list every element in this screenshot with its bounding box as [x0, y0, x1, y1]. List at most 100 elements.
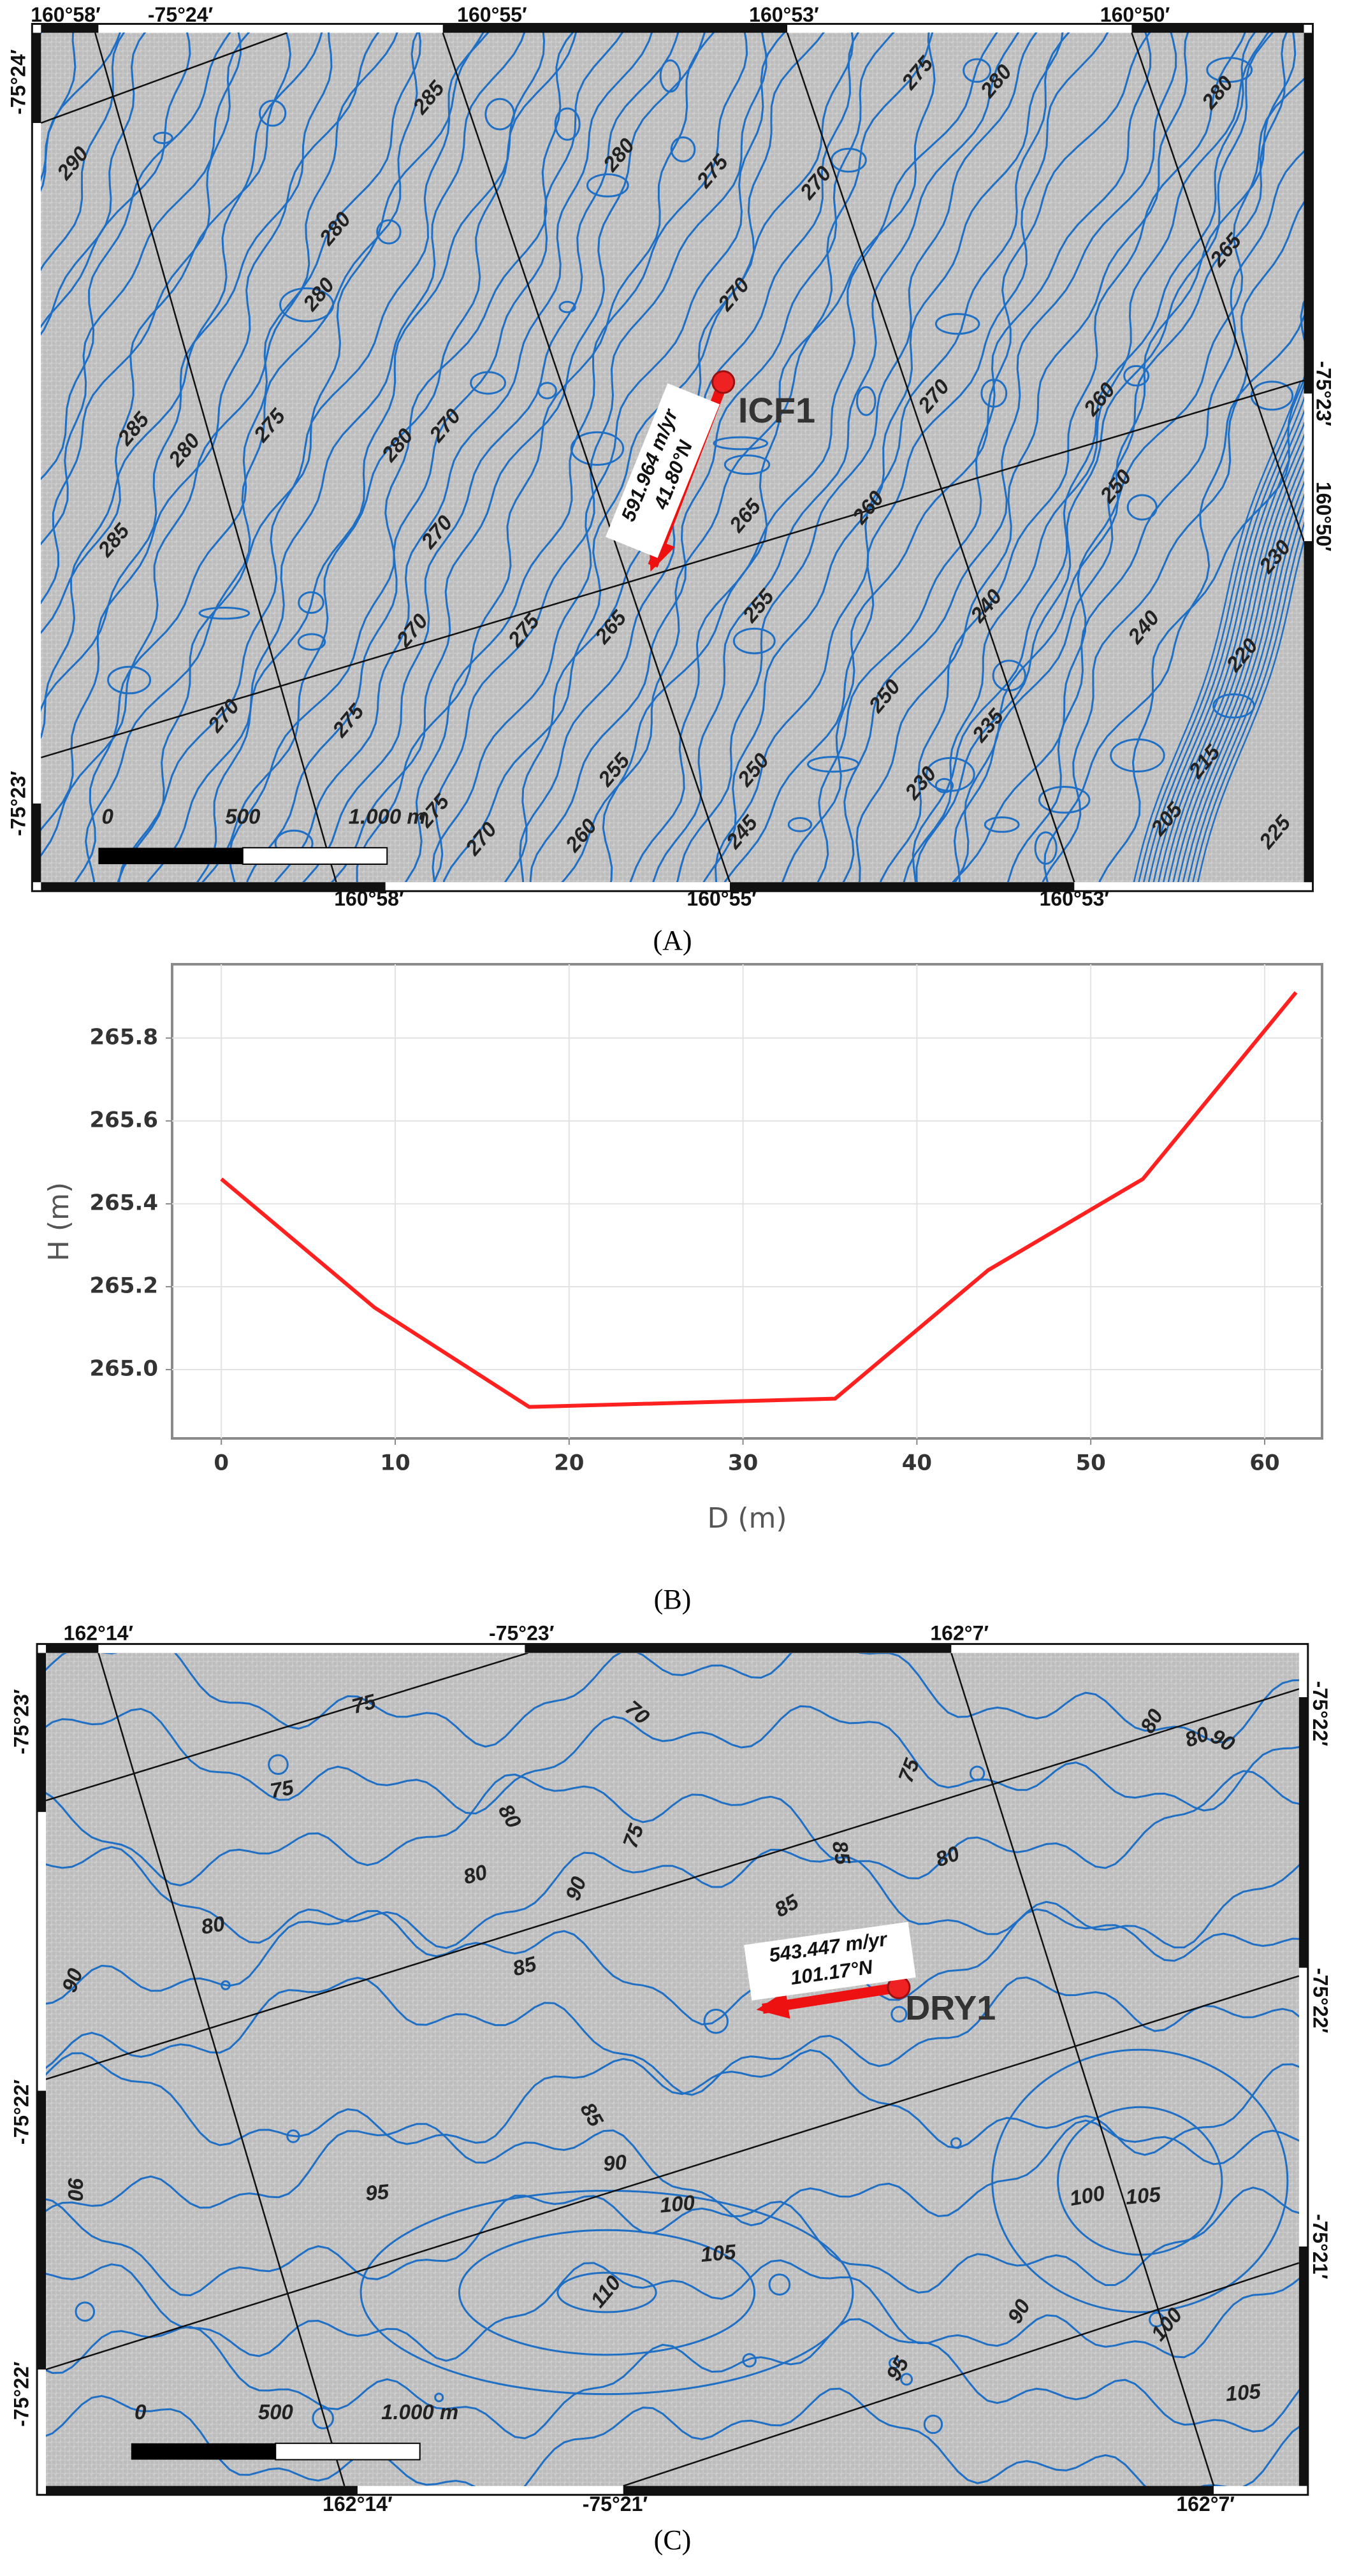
contour-line: [46, 1846, 1299, 1950]
contour-loop: [888, 2357, 901, 2370]
frame-bar: [46, 1644, 99, 1653]
contour-line: [147, 33, 526, 882]
map-edge-label: -75°24′: [148, 3, 214, 26]
frame-bar: [41, 24, 99, 33]
x-tick-label: 30: [728, 1451, 758, 1476]
contour-label: 105: [1124, 2182, 1162, 2209]
frame-bar: [41, 882, 386, 892]
contour-loop: [1212, 693, 1255, 719]
contour-line: [1152, 421, 1304, 882]
map-edge-label: -75°23′: [1312, 361, 1335, 426]
contour-line: [952, 77, 1304, 882]
contour-loop: [980, 379, 1008, 408]
graticule-line: [46, 1688, 1299, 2080]
contour-line: [1147, 409, 1304, 882]
contour-loop: [900, 2373, 913, 2386]
contour-loop: [554, 107, 581, 141]
contour-line: [41, 33, 121, 182]
contour-line: [41, 33, 43, 34]
graticule-line: [41, 33, 287, 124]
contour-line: [118, 33, 490, 882]
contour-line: [1007, 150, 1304, 882]
contour-loop: [1123, 365, 1150, 387]
contour-line: [602, 33, 936, 882]
contour-line: [41, 33, 147, 336]
scale-bar-white: [275, 2442, 421, 2461]
contour-loop: [268, 1754, 289, 1776]
contour-loop: [279, 287, 335, 322]
contour-line: [781, 33, 1151, 882]
plot-frame: [171, 963, 1323, 1440]
scale-label: 500: [258, 2400, 294, 2424]
contour-line: [529, 33, 895, 882]
contour-line: [246, 33, 624, 882]
contour-line: [1167, 456, 1304, 882]
map-edge-label: 162°7′: [930, 1622, 989, 1645]
contour-loop: [806, 756, 860, 773]
contour-line: [41, 33, 333, 713]
contour-line: [41, 33, 380, 832]
x-tick-label: 0: [214, 1451, 229, 1476]
station-label: DRY1: [905, 1989, 996, 2027]
x-tick-label: 20: [554, 1451, 584, 1476]
contour-loop: [963, 58, 992, 83]
frame-bar: [1298, 1697, 1308, 1968]
contour-line: [652, 33, 1020, 882]
contour-line: [41, 33, 398, 857]
contour-loop: [1057, 2106, 1223, 2256]
contour-line: [46, 1976, 1299, 2096]
map-edge-label: 162°7′: [1176, 2493, 1235, 2515]
data-line: [220, 991, 1298, 1409]
contour-label: 85: [828, 1839, 855, 1867]
frame-bar: [37, 1653, 47, 1813]
frame-bar: [1304, 33, 1313, 394]
contour-loop: [152, 131, 173, 145]
contour-loop: [926, 756, 975, 792]
contour-line: [817, 33, 1152, 882]
map-edge-label: 160°58′: [334, 887, 404, 910]
contour-loop: [221, 1980, 231, 1990]
scale-label: 500: [225, 805, 261, 829]
contour-loop: [558, 301, 576, 314]
contour-line: [1138, 382, 1304, 882]
frame-bar: [37, 2090, 47, 2370]
contour-loop: [855, 386, 876, 416]
map-edge-label: -75°23′: [6, 771, 29, 836]
contour-loop: [312, 2407, 334, 2429]
contour-loop: [742, 2353, 757, 2368]
contour-line: [46, 1908, 1299, 2026]
contour-line: [561, 33, 934, 882]
scale-bar-black: [98, 848, 243, 864]
frame-bar: [442, 24, 788, 33]
scale-bar-white: [242, 847, 388, 865]
graticule-line: [786, 33, 1075, 882]
contour-line: [954, 33, 1297, 882]
contour-label: 95: [365, 2180, 390, 2205]
contour-loop: [258, 99, 287, 127]
contour-line: [855, 33, 1189, 882]
contour-loop: [984, 816, 1020, 833]
contour-loop: [286, 2129, 300, 2143]
contour-line: [629, 33, 998, 882]
contour-loop: [723, 454, 771, 475]
frame-bar: [32, 803, 41, 883]
y-tick-label: 265.0: [89, 1356, 158, 1382]
contour-line: [1162, 445, 1304, 882]
map-edge-label: -75°22′: [1309, 1681, 1332, 1747]
contour-loop: [360, 2190, 854, 2396]
contour-line: [1042, 200, 1304, 882]
y-tick-label: 265.2: [89, 1273, 158, 1298]
contour-label: 90: [64, 2178, 87, 2201]
map-edge-label: 160°53′: [1040, 887, 1110, 910]
contour-loop: [556, 2271, 657, 2313]
contour-loop: [787, 816, 813, 832]
contour-line: [676, 33, 1038, 882]
contour-line: [915, 33, 1274, 882]
map-edge-label: -75°23′: [10, 1689, 33, 1755]
contour-line: [41, 33, 231, 481]
contour-line: [46, 2387, 1299, 2486]
contour-loop: [732, 627, 776, 655]
contour-line: [196, 33, 546, 882]
graticule-line: [623, 2262, 1299, 2486]
